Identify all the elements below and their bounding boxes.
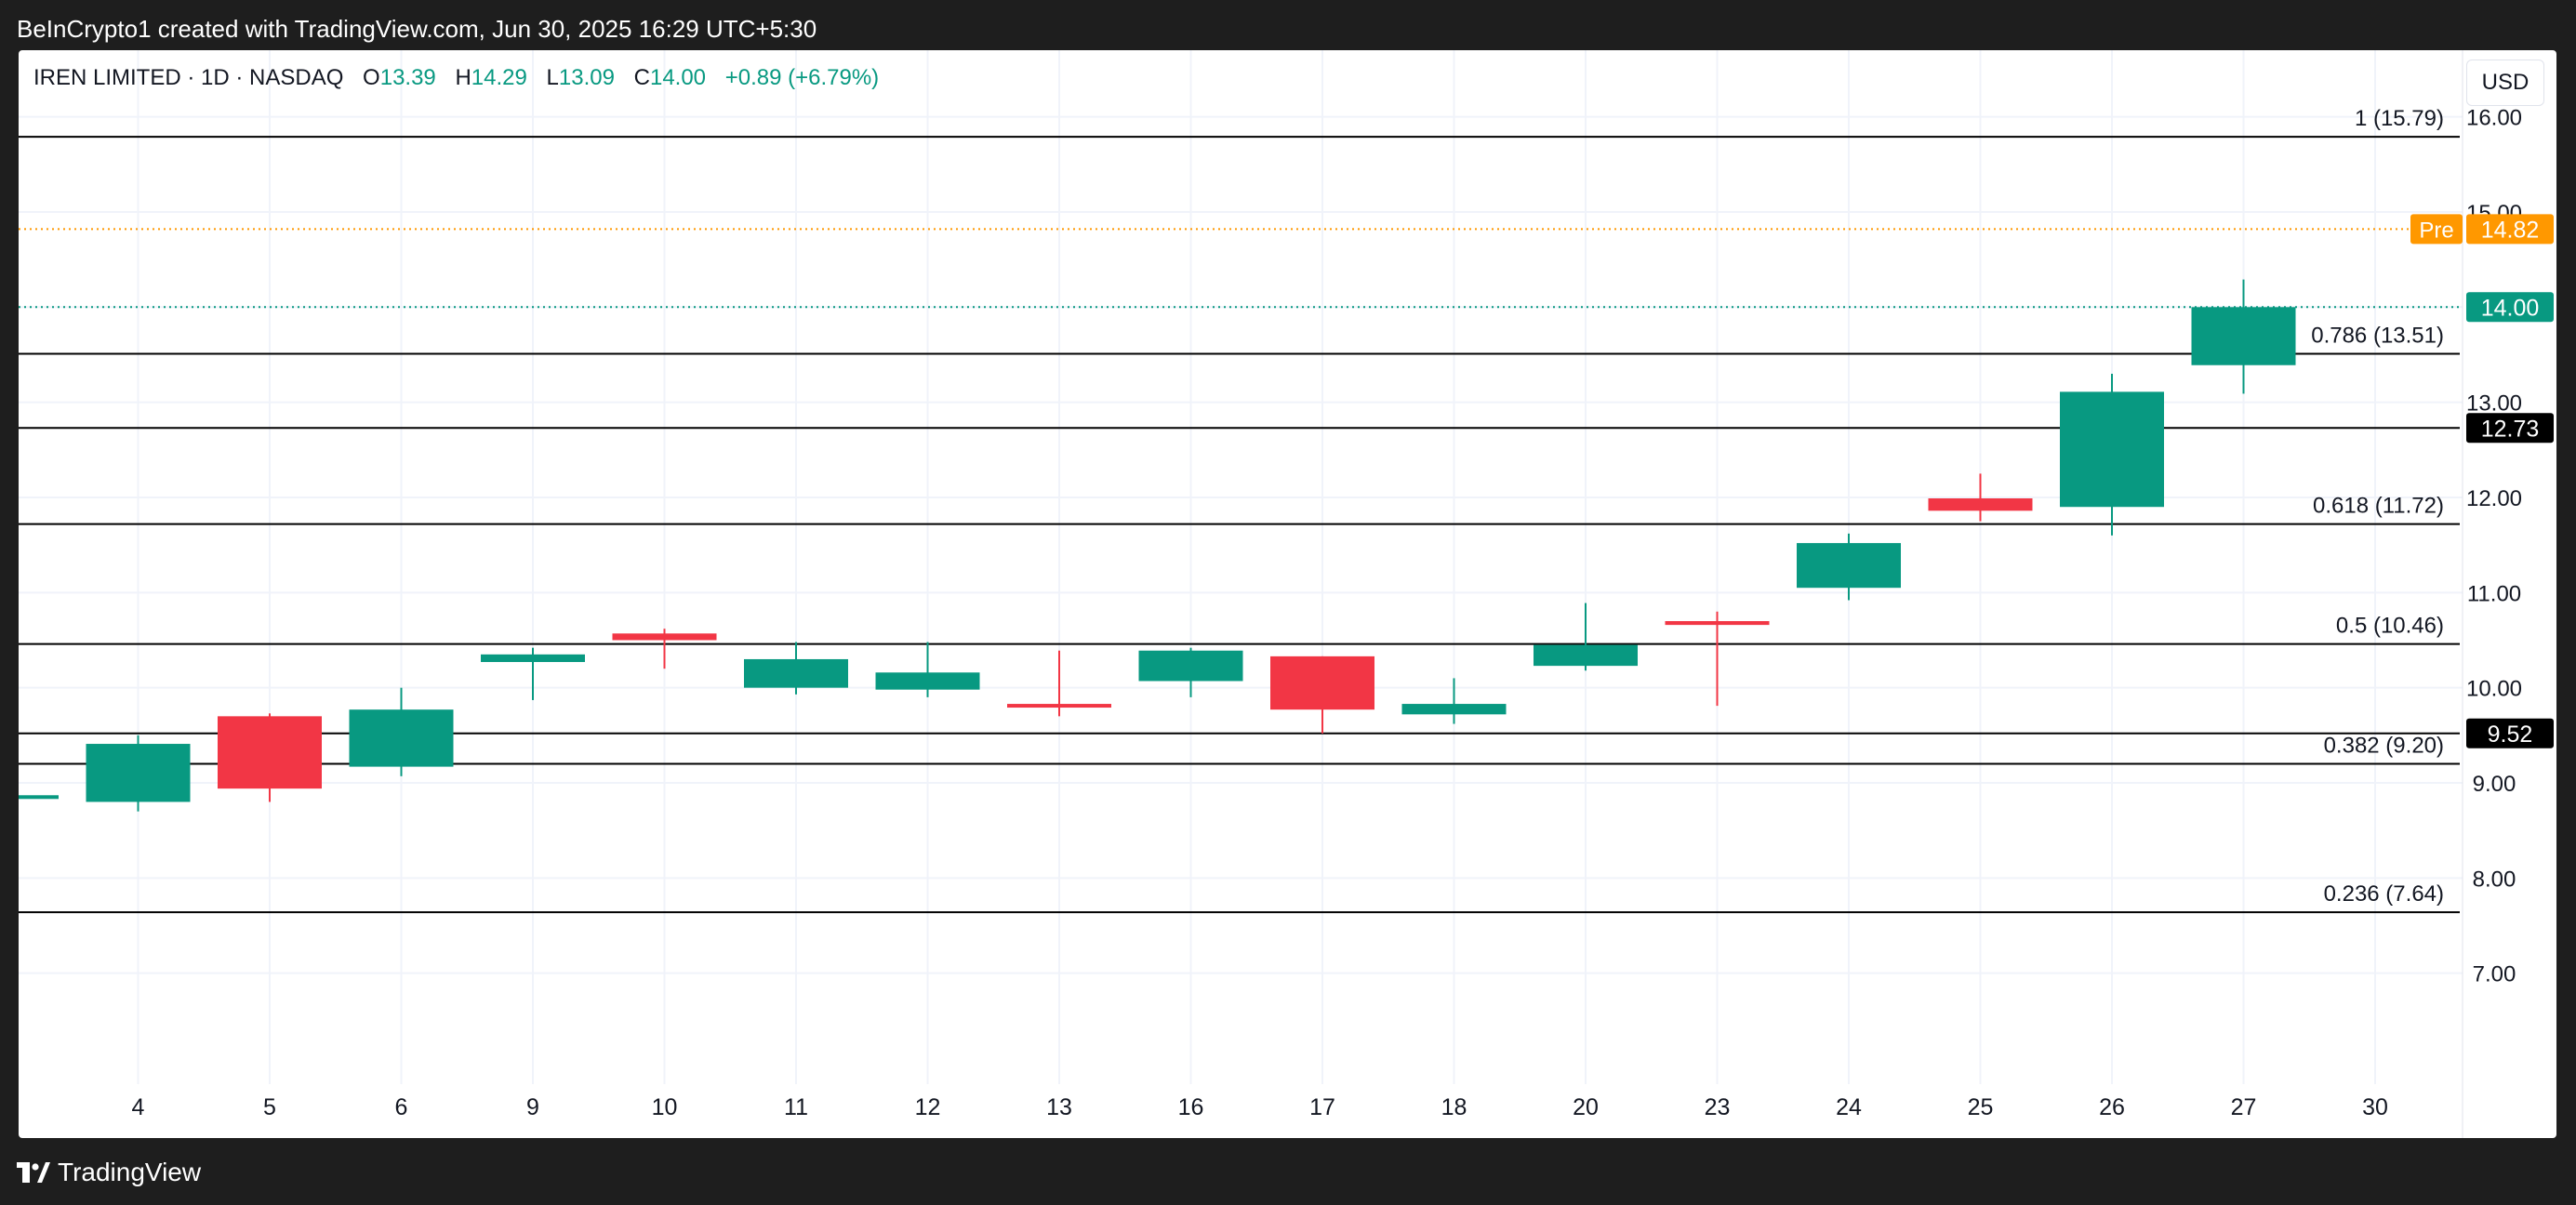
level-price-badge-text: 12.73 [2481, 416, 2540, 442]
x-tick-label: 13 [1046, 1094, 1072, 1120]
top-caption-bar: BeInCrypto1 created with TradingView.com… [0, 0, 2576, 50]
level-price-badge: 12.73 [2466, 413, 2554, 444]
level-price-badge: 9.52 [2466, 718, 2554, 748]
level-price-badge-text: 9.52 [2488, 722, 2533, 748]
y-tick-label: 8.00 [2473, 867, 2516, 892]
candle-body[interactable] [1270, 655, 1374, 710]
premarket-price-badge-bg [2466, 214, 2554, 245]
candle-body[interactable] [481, 654, 585, 663]
y-tick-label: 12.00 [2466, 486, 2522, 511]
y-tick-label: 7.00 [2473, 962, 2516, 987]
tradingview-logo[interactable]: TradingView [17, 1157, 201, 1188]
candle-body[interactable] [1928, 498, 2033, 511]
x-tick-label: 27 [2231, 1094, 2257, 1120]
fib-level-label: 0.618 (11.72) [2313, 494, 2444, 519]
x-tick-label: 25 [1968, 1094, 1994, 1120]
close-value: 14.00 [649, 65, 707, 90]
candle-body[interactable] [875, 672, 980, 690]
symbol-legend: IREN LIMITED · 1D · NASDAQ O13.39 H14.29… [33, 65, 879, 91]
high-value: 14.29 [471, 65, 527, 90]
level-price-badge-bg [2466, 718, 2554, 748]
y-tick-label: 16.00 [2466, 106, 2522, 131]
tradingview-brand: TradingView [58, 1158, 202, 1186]
open-value: 13.39 [379, 65, 436, 90]
y-tick-label: 11.00 [2467, 581, 2521, 606]
footer-bar: TradingView [0, 1138, 2576, 1205]
candle-body[interactable] [612, 633, 717, 641]
candle-body[interactable] [86, 744, 191, 802]
last-price-badge: 14.00 [2466, 292, 2554, 323]
x-tick-label: 4 [132, 1094, 145, 1120]
y-tick-label: 9.00 [2473, 772, 2516, 797]
x-tick-label: 6 [395, 1094, 408, 1120]
fib-level-label: 0.236 (7.64) [2324, 881, 2444, 907]
premarket-tag-bg [2410, 214, 2463, 245]
candle-body[interactable] [1534, 644, 1638, 667]
last-price-badge-bg [2466, 292, 2554, 323]
open-label: O [363, 65, 380, 90]
x-tick-label: 12 [915, 1094, 941, 1120]
y-tick-label: 13.00 [2466, 391, 2522, 417]
x-tick-label: 5 [263, 1094, 276, 1120]
level-price-badge-bg [2466, 413, 2554, 444]
x-tick-label: 9 [526, 1094, 539, 1120]
low-label: L [546, 65, 559, 90]
x-tick-label: 23 [1705, 1094, 1731, 1120]
candlestick-chart[interactable]: 7.008.009.0010.0011.0012.0013.0014.0015.… [19, 50, 2556, 1138]
x-tick-label: 16 [1178, 1094, 1204, 1120]
x-tick-label: 17 [1309, 1094, 1335, 1120]
candle-body[interactable] [1401, 704, 1507, 715]
currency-button[interactable]: USD [2466, 60, 2544, 106]
x-tick-label: 24 [1836, 1094, 1862, 1120]
x-tick-label: 10 [652, 1094, 678, 1120]
candle-body[interactable] [1797, 543, 1901, 589]
premarket-price-badge: 14.82 [2466, 214, 2554, 245]
premarket-tag-label: Pre [2419, 218, 2453, 243]
tradingview-logo-icon [17, 1162, 50, 1183]
candle-body[interactable] [19, 795, 59, 800]
candle-body[interactable] [2191, 307, 2296, 365]
high-label: H [455, 65, 471, 90]
chart-caption: BeInCrypto1 created with TradingView.com… [17, 15, 817, 43]
x-tick-label: 30 [2362, 1094, 2388, 1120]
fib-level-label: 1 (15.79) [2355, 106, 2444, 131]
candle-body[interactable] [1665, 621, 1770, 626]
candle-body[interactable] [2060, 391, 2164, 508]
x-tick-label: 18 [1441, 1094, 1467, 1120]
y-tick-label: 10.00 [2466, 677, 2522, 702]
candle-body[interactable] [218, 716, 322, 789]
low-value: 13.09 [558, 65, 615, 90]
candle-body[interactable] [1138, 650, 1243, 682]
candle-body[interactable] [1007, 704, 1111, 708]
fib-level-label: 0.786 (13.51) [2311, 323, 2444, 348]
premarket-price-badge-text: 14.82 [2481, 217, 2540, 243]
x-tick-label: 26 [2099, 1094, 2125, 1120]
candle-body[interactable] [349, 709, 454, 767]
fib-level-label: 0.382 (9.20) [2324, 734, 2444, 759]
chart-panel[interactable]: 7.008.009.0010.0011.0012.0013.0014.0015.… [19, 50, 2556, 1138]
x-tick-label: 20 [1573, 1094, 1599, 1120]
candle-body[interactable] [744, 658, 848, 688]
close-label: C [633, 65, 650, 90]
last-price-badge-text: 14.00 [2481, 295, 2540, 321]
symbol-title: IREN LIMITED · 1D · NASDAQ [33, 65, 344, 90]
fib-level-label: 0.5 (10.46) [2336, 614, 2444, 639]
change-value: +0.89 (+6.79%) [724, 65, 880, 90]
x-tick-label: 11 [784, 1094, 808, 1120]
